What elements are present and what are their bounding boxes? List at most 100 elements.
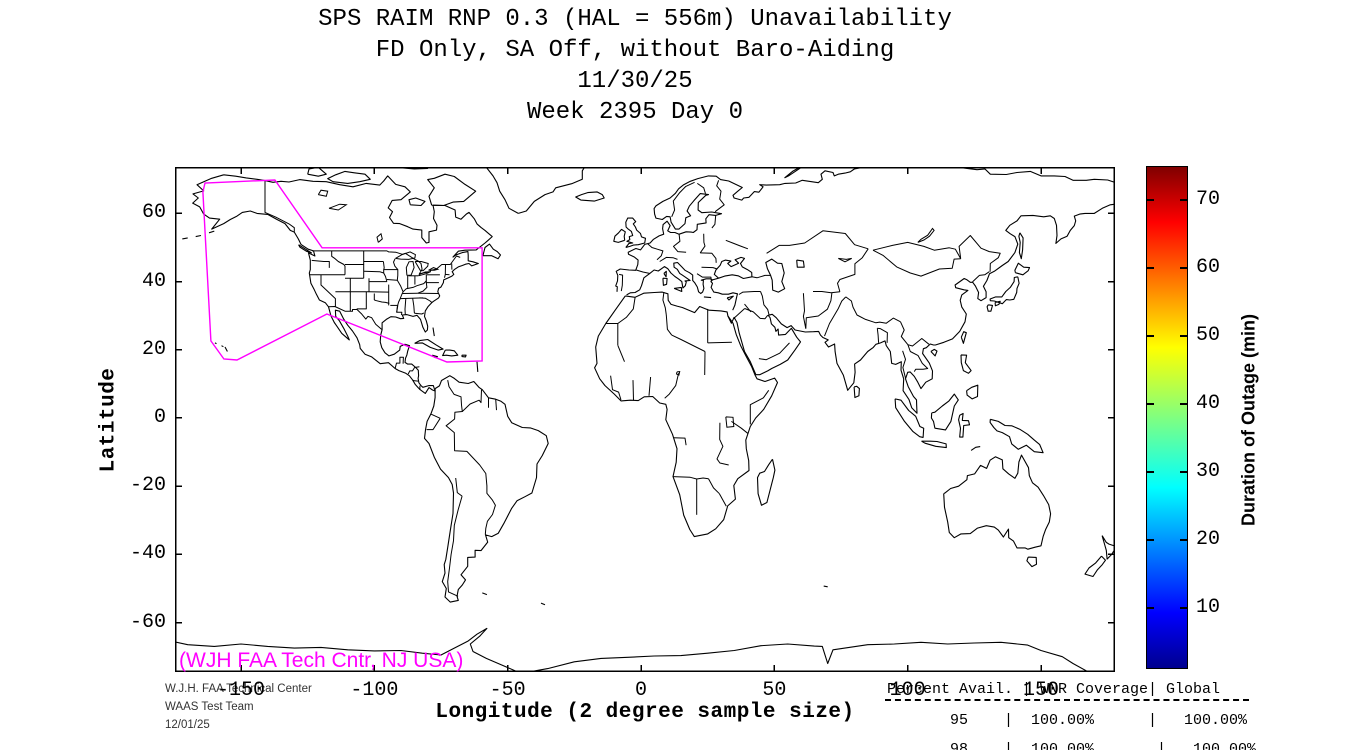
map-outline: [632, 380, 634, 401]
map-outline: [796, 259, 805, 268]
map-outline: [540, 602, 546, 606]
colorbar: [1146, 166, 1188, 669]
map-outline: [853, 385, 860, 399]
map-outline: [659, 256, 678, 262]
map-outline: [765, 258, 786, 293]
map-outline: [784, 167, 805, 179]
map-outline: [877, 327, 888, 343]
map-outline: [407, 366, 420, 375]
map-outline: [756, 458, 776, 506]
map-outline: [412, 379, 419, 382]
y-tick-label: -20: [129, 474, 166, 498]
map-outline: [425, 274, 439, 284]
map-outline: [966, 384, 979, 400]
map-outline: [610, 375, 622, 401]
map-outline: [696, 273, 712, 282]
x-tick-label: 50: [762, 679, 787, 702]
map-outline: [703, 296, 712, 299]
map-outline: [960, 331, 967, 344]
map-outline: [484, 167, 586, 214]
map-outline: [328, 306, 383, 331]
map-outline: [625, 217, 647, 249]
map-outline: [404, 298, 407, 315]
map-outline: [1084, 555, 1107, 578]
map-outline: [837, 248, 869, 292]
map-outline: [402, 280, 427, 293]
map-outline: [613, 228, 626, 243]
map-outline: [442, 349, 459, 357]
map-outline: [711, 215, 717, 229]
map-outline: [805, 292, 833, 329]
map-outline: [960, 354, 972, 374]
map-outline: [455, 477, 463, 497]
map-outline: [994, 300, 1001, 307]
map-outline: [317, 189, 329, 197]
map-outline: [405, 260, 415, 276]
x-tick-label: -50: [489, 679, 526, 702]
map-outline: [617, 345, 625, 362]
title-line-1: SPS RAIM RNP 0.3 (HAL = 556m) Unavailabi…: [318, 6, 952, 33]
map-outline: [673, 286, 683, 293]
colorbar-tick: [1147, 470, 1154, 473]
footer-date: 12/01/25: [165, 719, 210, 731]
title-line-3: 11/30/25: [577, 68, 693, 95]
world-map: [175, 167, 1115, 672]
colorbar-tick-label: 20: [1196, 527, 1221, 551]
map-outline: [726, 295, 734, 301]
map-outline: [699, 233, 706, 254]
map-outline: [707, 341, 732, 344]
map-outline: [664, 373, 680, 399]
colorbar-tick: [1147, 402, 1154, 405]
map-outline: [727, 203, 1115, 414]
map-outline: [426, 418, 441, 431]
map-outline: [813, 291, 840, 294]
colorbar-tick: [1147, 266, 1154, 269]
map-outline: [917, 227, 935, 243]
colorbar-tick: [1180, 334, 1187, 337]
map-outline: [701, 266, 718, 270]
map-outline: [428, 267, 440, 271]
waas-coverage-outline: [202, 179, 483, 363]
x-tick-label: 150: [1022, 679, 1059, 702]
map-outline: [958, 412, 971, 438]
colorbar-tick: [1180, 538, 1187, 541]
map-outline: [221, 345, 224, 348]
colorbar-tick-label: 10: [1196, 595, 1221, 619]
map-outline: [331, 250, 346, 275]
map-outline: [714, 180, 725, 213]
map-outline: [414, 338, 444, 351]
map-outline: [395, 167, 429, 170]
map-outline: [672, 476, 709, 480]
map-outline: [662, 277, 668, 286]
map-outline: [708, 478, 720, 495]
map-outline: [713, 256, 753, 280]
map-outline: [673, 437, 687, 446]
map-outline: [751, 274, 771, 279]
coastlines-layer: [175, 167, 1115, 672]
map-outline: [671, 334, 706, 352]
map-outline: [900, 321, 930, 347]
x-tick-label: 100: [889, 679, 926, 702]
map-outline: [418, 271, 431, 277]
map-outline: [921, 440, 947, 449]
map-outline: [414, 261, 429, 272]
map-outline: [417, 282, 428, 294]
map-outline: [214, 342, 217, 345]
map-outline: [408, 197, 426, 207]
map-outline: [393, 258, 404, 313]
map-outline: [192, 174, 493, 394]
map-outline: [907, 344, 929, 372]
map-outline: [824, 296, 847, 337]
x-tick-label: -100: [350, 679, 399, 702]
map-outline: [423, 375, 549, 603]
availability-table-header: Percent Avail. | WNR Coverage| Global: [887, 681, 1221, 698]
map-outline: [298, 244, 312, 254]
map-outline: [744, 308, 769, 320]
map-outline: [958, 235, 1001, 272]
map-outline: [264, 180, 295, 232]
map-outline: [414, 312, 425, 315]
footer-team: WAAS Test Team: [165, 701, 254, 713]
map-outline: [662, 292, 667, 316]
map-outline: [663, 270, 667, 278]
colorbar-tick: [1147, 606, 1154, 609]
